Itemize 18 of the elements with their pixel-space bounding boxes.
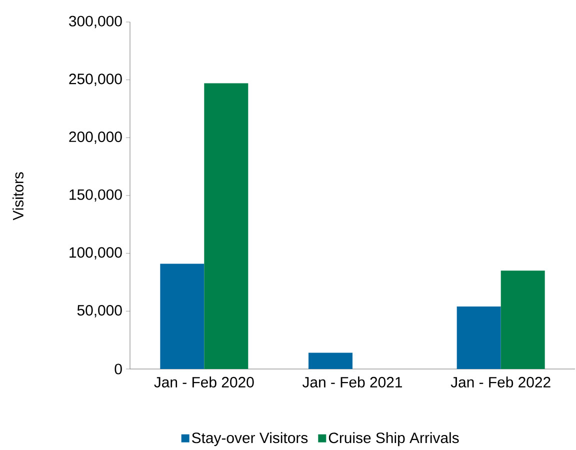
bar — [160, 264, 204, 369]
y-tick-label: 200,000 — [69, 131, 122, 144]
x-tick-label: Jan - Feb 2021 — [302, 376, 402, 388]
x-tick-label: Jan - Feb 2022 — [450, 376, 550, 388]
y-tick-label: 250,000 — [69, 74, 122, 86]
bar — [456, 306, 501, 369]
bar — [204, 83, 248, 369]
y-tick-label: 50,000 — [77, 304, 122, 318]
x-tick-label: Jan - Feb 2020 — [154, 376, 254, 388]
y-axis-title: Visitors — [12, 172, 24, 220]
y-tick-label: 150,000 — [70, 189, 122, 202]
y-tick-label: 100,000 — [70, 247, 122, 260]
legend-label: Cruise Ship Arrivals — [328, 432, 459, 446]
y-tick-label: 0 — [114, 364, 122, 374]
legend-label: Stay-over Visitors — [192, 432, 308, 446]
y-tick-label: 300,000 — [69, 16, 122, 28]
bar — [308, 352, 353, 369]
bar — [500, 270, 545, 369]
